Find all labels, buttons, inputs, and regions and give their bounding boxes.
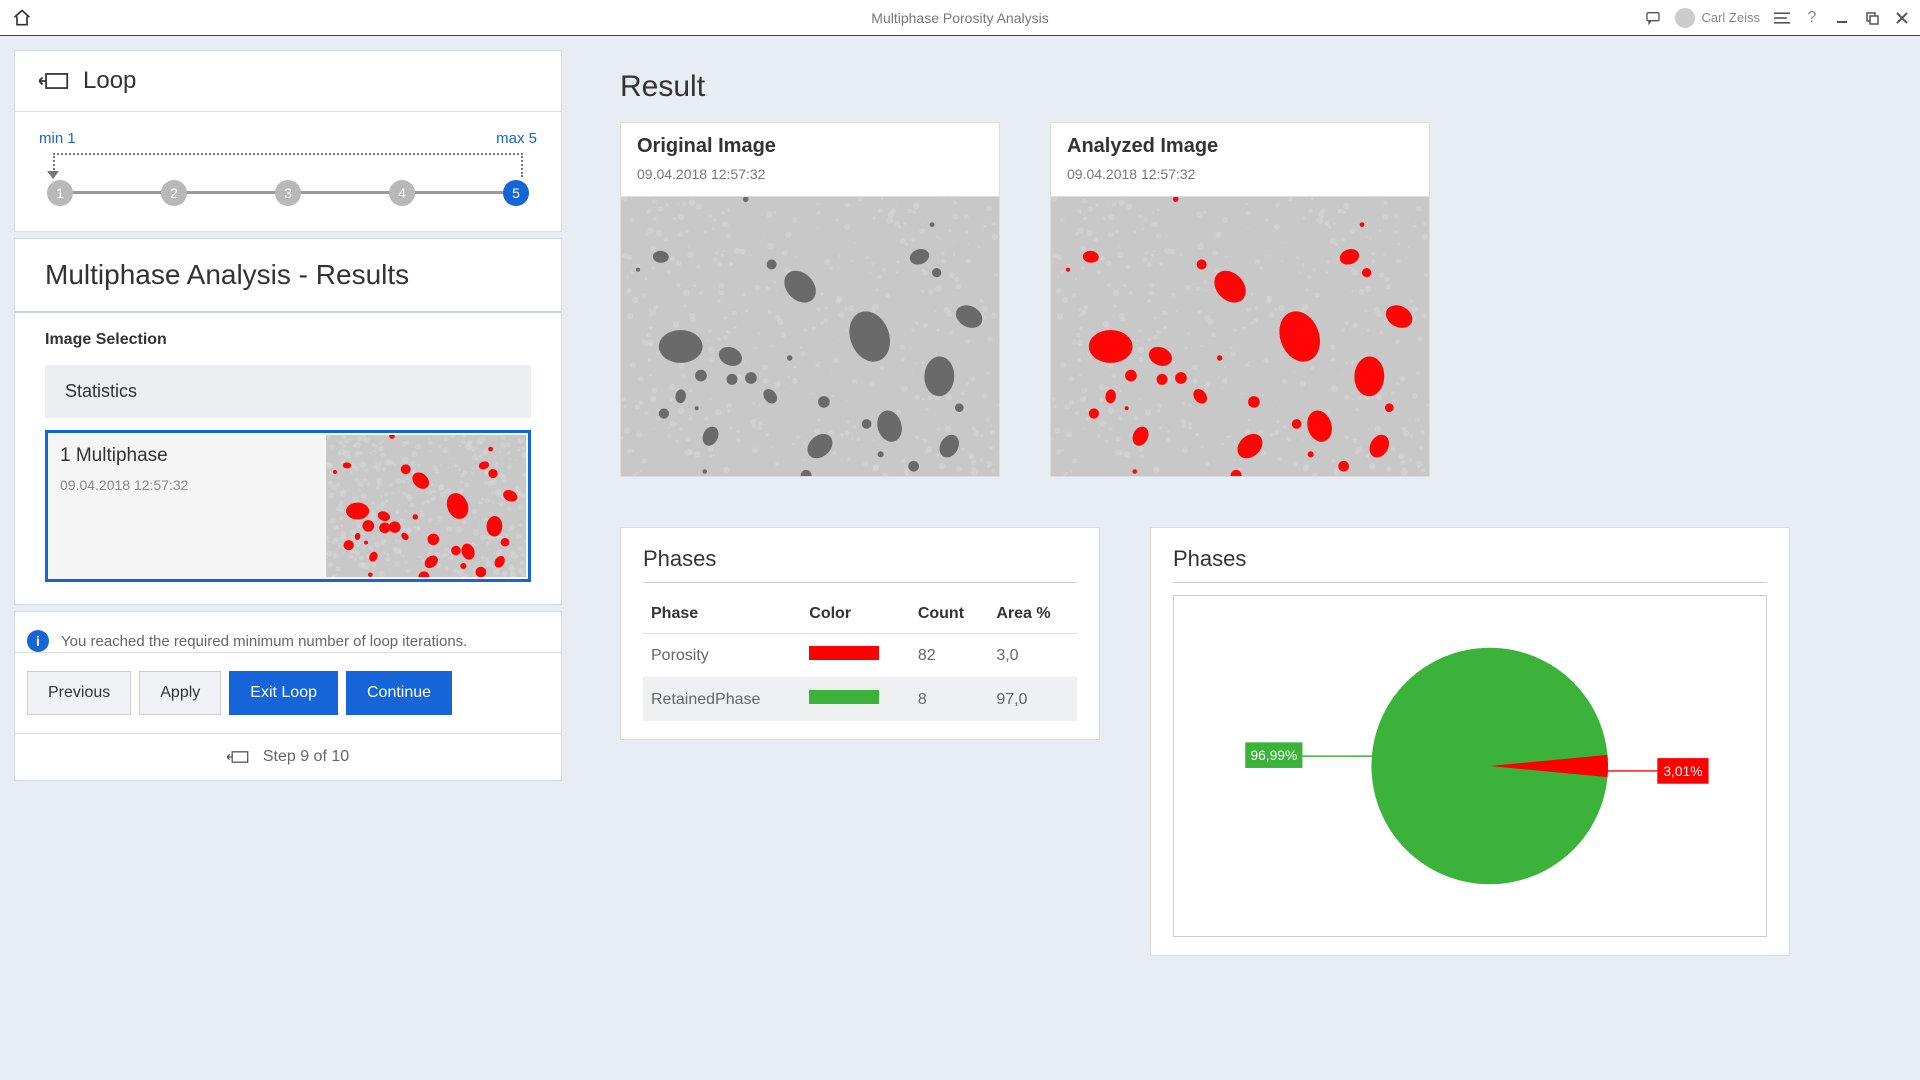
step-icon — [227, 749, 249, 765]
apply-button[interactable]: Apply — [139, 671, 221, 715]
analyzed-image-timestamp: 09.04.2018 12:57:32 — [1067, 166, 1413, 182]
table-header: Count — [910, 595, 989, 634]
user-name: Carl Zeiss — [1701, 10, 1760, 25]
phases-table-card: Phases PhaseColorCountArea % Porosity823… — [620, 527, 1100, 740]
left-panel: Loop min 1 max 5 1 2 3 4 5 Multiphase Analys… — [14, 50, 562, 1066]
stepper-node-1[interactable]: 1 — [47, 180, 73, 206]
avatar-icon — [1675, 8, 1695, 28]
image-selection-label: Image Selection — [45, 331, 531, 349]
result-heading: Result — [620, 70, 1866, 104]
table-row: RetainedPhase897,0 — [643, 678, 1077, 722]
exit-loop-button[interactable]: Exit Loop — [229, 671, 338, 715]
analyzed-image — [1050, 197, 1430, 477]
loop-header: Loop — [15, 51, 561, 112]
original-image-box: Original Image 09.04.2018 12:57:32 — [620, 122, 1000, 477]
continue-button[interactable]: Continue — [346, 671, 452, 715]
close-icon[interactable] — [1894, 10, 1910, 26]
selected-image-card[interactable]: 1 Multiphase 09.04.2018 12:57:32 — [45, 430, 531, 582]
results-title: Multiphase Analysis - Results — [15, 239, 561, 311]
phases-table-title: Phases — [643, 546, 1077, 583]
table-header: Phase — [643, 595, 801, 634]
user-badge[interactable]: Carl Zeiss — [1675, 8, 1760, 28]
loop-title: Loop — [83, 67, 136, 95]
pie-chart: 96,99% 3,01% — [1194, 616, 1746, 916]
stepper-node-4[interactable]: 4 — [389, 180, 415, 206]
info-icon: i — [27, 630, 49, 652]
app-title: Multiphase Porosity Analysis — [871, 10, 1048, 26]
step-footer-text: Step 9 of 10 — [263, 748, 349, 766]
stepper-node-5[interactable]: 5 — [503, 180, 529, 206]
maximize-icon[interactable] — [1864, 10, 1880, 26]
stepper-max-label: max 5 — [496, 130, 537, 147]
menu-icon[interactable] — [1774, 10, 1790, 26]
info-message-row: i You reached the required minimum numbe… — [14, 611, 562, 653]
stepper: min 1 max 5 1 2 3 4 5 — [15, 112, 561, 231]
statistics-label: Statistics — [45, 365, 531, 418]
analyzed-image-title: Analyzed Image — [1067, 135, 1413, 158]
phases-chart-card: Phases 96,99% 3,01% — [1150, 527, 1790, 956]
selected-image-name: 1 Multiphase — [60, 445, 312, 467]
main-content: Result Original Image 09.04.2018 12:57:3… — [580, 50, 1906, 1066]
original-image-timestamp: 09.04.2018 12:57:32 — [637, 166, 983, 182]
step-footer: Step 9 of 10 — [14, 734, 562, 781]
help-icon[interactable]: ? — [1804, 10, 1820, 26]
svg-text:96,99%: 96,99% — [1250, 748, 1297, 763]
table-row: Porosity823,0 — [643, 634, 1077, 678]
home-icon[interactable] — [10, 6, 34, 30]
table-header: Area % — [988, 595, 1077, 634]
info-message: You reached the required minimum number … — [61, 633, 467, 650]
previous-button[interactable]: Previous — [27, 671, 131, 715]
analyzed-image-box: Analyzed Image 09.04.2018 12:57:32 — [1050, 122, 1430, 477]
titlebar: Multiphase Porosity Analysis Carl Zeiss … — [0, 0, 1920, 36]
loop-icon — [39, 70, 69, 92]
original-image — [620, 197, 1000, 477]
svg-text:3,01%: 3,01% — [1663, 764, 1702, 779]
stepper-node-2[interactable]: 2 — [161, 180, 187, 206]
pie-chart-frame: 96,99% 3,01% — [1173, 595, 1767, 937]
stepper-min-label: min 1 — [39, 130, 76, 147]
table-header: Color — [801, 595, 910, 634]
selected-image-timestamp: 09.04.2018 12:57:32 — [60, 477, 312, 493]
minimize-icon[interactable] — [1834, 10, 1850, 26]
original-image-title: Original Image — [637, 135, 983, 158]
chat-icon[interactable] — [1645, 10, 1661, 26]
stepper-node-3[interactable]: 3 — [275, 180, 301, 206]
phases-chart-title: Phases — [1173, 546, 1767, 583]
selected-image-thumbnail — [326, 435, 526, 577]
phases-table: PhaseColorCountArea % Porosity823,0Retai… — [643, 595, 1077, 721]
